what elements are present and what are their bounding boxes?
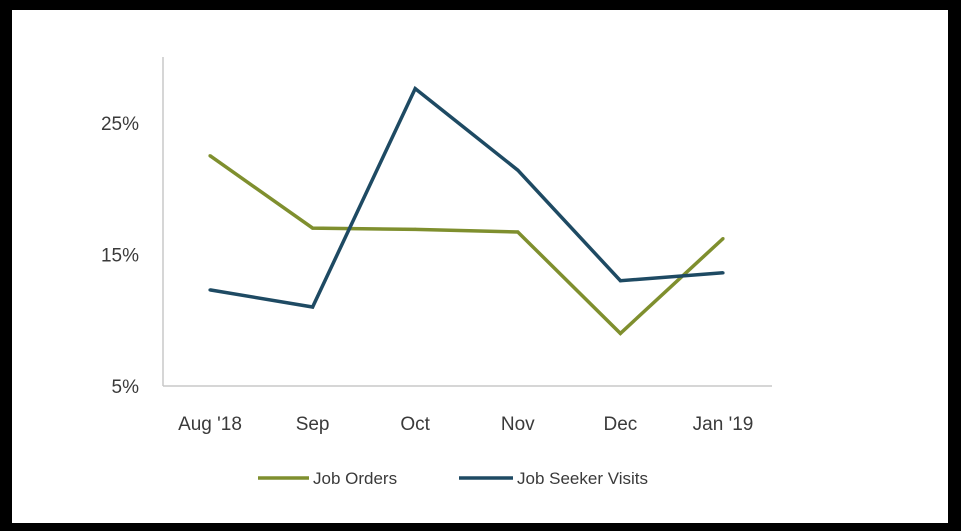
- data-point-job-seeker-visits: [721, 271, 725, 275]
- legend-label-job-orders: Job Orders: [313, 469, 397, 488]
- x-tick-label: Nov: [501, 414, 535, 435]
- data-point-job-seeker-visits: [618, 279, 623, 283]
- x-tick-label: Aug '18: [178, 414, 242, 435]
- data-point-job-seeker-visits: [208, 288, 212, 292]
- data-point-job-seeker-visits: [413, 86, 417, 91]
- y-tick-label: 5%: [112, 377, 140, 398]
- x-tick-label: Jan '19: [693, 414, 754, 435]
- y-tick-label: 25%: [101, 114, 139, 135]
- x-tick-label: Oct: [400, 414, 430, 435]
- series-line-job-orders: [208, 154, 725, 336]
- data-point-job-orders: [618, 331, 623, 335]
- x-tick-label: Dec: [604, 414, 638, 435]
- legend: Job Orders Job Seeker Visits: [258, 469, 648, 488]
- y-tick-labels: 5% 15% 25%: [101, 114, 139, 398]
- series-line-job-seeker-visits: [209, 85, 724, 309]
- y-tick-label: 15%: [101, 245, 139, 266]
- x-tick-label: Sep: [296, 414, 330, 435]
- data-point-job-orders: [208, 154, 212, 158]
- data-point-job-orders: [311, 226, 315, 230]
- data-point-job-orders: [721, 237, 725, 241]
- data-point-job-seeker-visits: [311, 305, 315, 309]
- legend-label-job-seeker-visits: Job Seeker Visits: [517, 469, 648, 488]
- line-chart: 5% 15% 25% Aug '18 Sep Oct Nov Dec Jan '19 Job …: [101, 57, 772, 488]
- data-point-job-seeker-visits: [516, 168, 520, 172]
- series-lines: [208, 85, 725, 336]
- x-tick-labels: Aug '18 Sep Oct Nov Dec Jan '19: [178, 414, 753, 435]
- data-point-job-orders: [413, 227, 417, 231]
- data-point-job-orders: [516, 230, 520, 234]
